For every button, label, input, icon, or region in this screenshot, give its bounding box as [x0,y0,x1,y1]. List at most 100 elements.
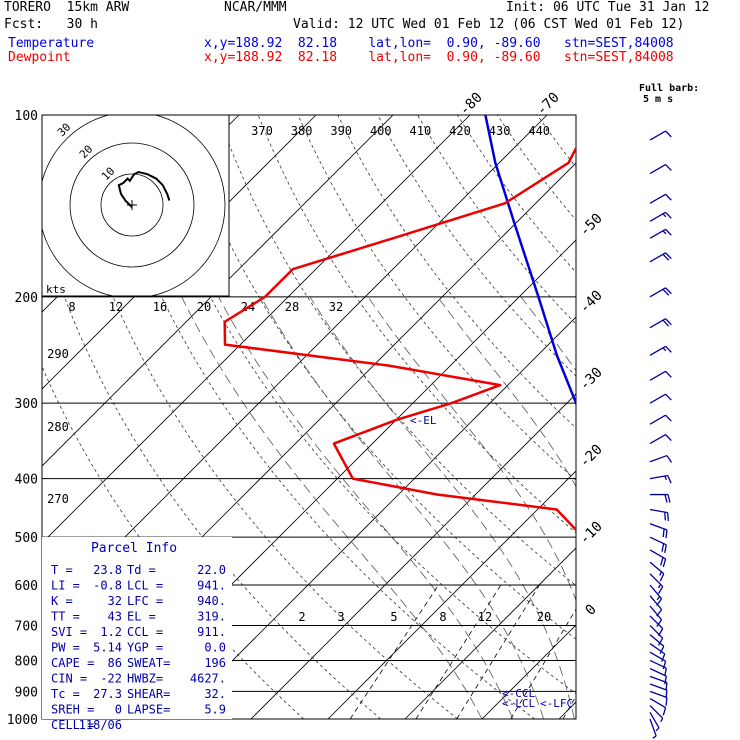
wind-barb-shaft [649,624,664,639]
parcel-info-panel: Parcel Info T = 23.8 Td = 22.0 LI = -0.8 LCL = 9… [42,537,232,732]
isotherm-label: 0 [583,602,600,619]
dewpoint-legend: Dewpoint [8,50,71,65]
wind-barb-shaft [649,474,668,480]
temperature-legend: Temperature [8,36,95,51]
parcel-info-key: K = [51,594,73,608]
wind-barb-flag [656,598,663,606]
mixing-ratio-label: 5 [390,610,397,624]
theta-e-label: 270 [47,492,69,506]
parcel-info-key: LAPSE= [127,703,170,717]
parcel-info-box [42,537,232,719]
wind-barb [649,549,667,568]
wind-barb-flag [665,211,672,219]
wind-barb-shaft [649,683,668,691]
wind-barb [649,370,672,381]
theta-e-label: 280 [47,420,69,434]
wind-barb-half-flag [662,230,667,235]
wind-barb-shaft [649,454,668,463]
isotherm-line [42,115,471,544]
wind-barb-shaft [649,705,664,719]
wind-barb [649,561,665,582]
wind-barb-half-flag [660,717,664,723]
parcel-info-key: HWBZ= [127,672,163,686]
dry-adiabat-line [736,115,740,719]
mixing-ratio-line [562,695,576,719]
theta-e-label: 290 [47,347,69,361]
wind-barb [649,605,663,627]
wind-barb-flag [662,558,667,568]
wind-barb-flag [661,543,665,552]
parcel-info-key: LFC = [127,594,163,608]
wind-barb-flag [664,512,667,521]
wind-barb-flag [665,682,668,691]
wind-barb-flag [665,345,672,353]
isotherm-line [42,115,394,467]
wind-barb [649,318,672,329]
isotherm-line [0,115,8,719]
wind-barb-flag [656,609,663,617]
wind-barb-shaft [649,434,666,445]
wind-barb-half-flag [662,347,667,352]
isotherm-label: -30 [577,365,606,394]
parcel-info-value: 196 [204,656,226,670]
wind-barb-flag [661,653,666,662]
wind-barb [649,718,657,739]
wind-barb-half-flag [662,213,667,218]
pressure-tick-label: 400 [15,473,38,488]
wind-barb-flag [665,434,672,441]
wind-barb-flag [665,287,672,295]
isotherm-line [173,316,576,719]
wind-barb [650,493,671,503]
dry-adiabat-line [697,115,740,719]
mixing-ratio-label: 8 [439,610,446,624]
level-marker: <-LFC [540,697,573,710]
parcel-info-value: 118/06 [79,718,122,732]
wind-barb-flag [667,494,671,503]
isotherm-label: -70 [534,90,563,119]
parcel-info-key: SHEAR= [127,687,170,701]
dry-adiabat-line [337,115,576,429]
wind-barb-shaft [649,690,668,699]
hodograph-ring [69,142,195,268]
moist-adiabat-line [181,296,483,719]
wind-barb [649,252,672,263]
parcel-info-value: -0.8 [93,579,122,593]
wind-barb [649,697,667,716]
wind-barb-shaft [649,615,664,630]
wind-barb-flag [659,645,665,654]
wind-barb [649,675,668,691]
wind-barb-flag [659,573,665,582]
hodograph-speed-label: 16 [153,300,167,314]
theta-label: 440 [528,124,550,138]
mixing-ratio-label: 12 [478,610,492,624]
theta-label: 400 [370,124,392,138]
wind-barb-flag [665,164,672,171]
dry-adiabat-line [577,115,740,719]
mixing-ratio-label: 2 [298,610,305,624]
wind-barb-shaft [649,634,665,647]
dry-adiabat-line [178,115,576,640]
wind-barb [649,414,672,425]
parcel-info-key: TT = [51,610,80,624]
parcel-info-value: 319. [197,610,226,624]
wind-barb-shaft [649,667,667,677]
hodograph-unit-label: kts [46,283,66,296]
hodograph-ring [100,173,164,237]
wind-barb-flag [665,690,668,699]
dewpoint-location: x,y=188.92 82.18 lat,lon= 0.90, -89.60 s… [204,50,674,65]
parcel-info-value: 32. [204,687,226,701]
wind-barb-flag [657,628,664,637]
moist-adiabat-line [617,297,703,719]
parcel-info-value: 911. [197,625,226,639]
wind-barb [649,345,672,356]
pressure-tick-label: 200 [15,291,38,306]
wind-barb [649,643,666,662]
parcel-info-value: 5.14 [93,641,122,655]
full-barb-label: Full barb: [639,83,700,94]
parcel-info-key: Td = [127,563,156,577]
forecast-hour: Fcst: 30 h [4,17,98,32]
parcel-info-value: 940. [197,594,226,608]
pressure-tick-label: 600 [15,579,38,594]
parcel-info-value: 22.0 [197,563,226,577]
wind-barb [649,211,672,222]
